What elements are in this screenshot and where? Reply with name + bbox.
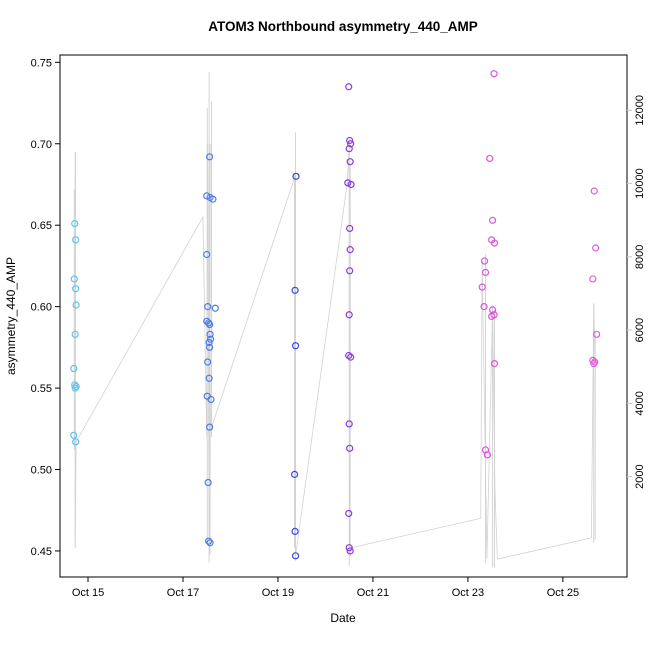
data-point <box>205 374 213 382</box>
data-point <box>204 303 212 311</box>
y-tick-label: 0.75 <box>31 57 52 69</box>
chart-title: ATOM3 Northbound asymmetry_440_AMP <box>208 19 478 34</box>
y-tick-label: 0.65 <box>31 220 52 232</box>
data-point <box>72 236 80 244</box>
data-point <box>590 187 598 195</box>
data-point <box>345 420 353 428</box>
data-point <box>589 275 597 283</box>
data-point <box>206 330 214 338</box>
right-tick-label: 4000 <box>634 391 646 415</box>
data-point <box>70 364 78 373</box>
data-point <box>345 83 353 91</box>
x-tick-label: Oct 25 <box>547 587 579 599</box>
axes-layer: Oct 15 Oct 17 Oct 19 Oct 21 Oct 23 Oct 25 0.45… <box>31 54 646 599</box>
data-point <box>204 358 212 366</box>
data-point <box>204 478 212 487</box>
data-point <box>71 219 79 228</box>
data-point <box>205 320 214 329</box>
data-point <box>70 275 78 283</box>
x-tick-label: Oct 15 <box>72 587 104 599</box>
data-point <box>345 351 353 360</box>
data-point <box>207 395 215 404</box>
y-axis-title: asymmetry_440_AMP <box>4 257 18 375</box>
points-layer <box>70 70 601 560</box>
data-point <box>71 384 79 392</box>
data-point <box>345 311 353 319</box>
data-point <box>488 312 496 321</box>
data-point <box>345 509 353 518</box>
data-point <box>291 286 299 294</box>
data-point <box>347 140 355 148</box>
data-point <box>483 451 491 459</box>
y-tick-label: 0.60 <box>31 302 52 314</box>
data-point <box>490 360 499 368</box>
right-tick-label: 12000 <box>634 95 646 126</box>
x-tick-label: Oct 23 <box>452 587 484 599</box>
y-tick-label: 0.70 <box>31 139 52 151</box>
right-tick-label: 8000 <box>634 245 646 269</box>
data-point <box>478 283 486 291</box>
x-tick-label: Oct 21 <box>357 587 389 599</box>
data-point <box>490 239 499 247</box>
data-point <box>72 285 80 293</box>
data-point <box>205 338 213 347</box>
data-point <box>345 544 353 552</box>
data-point <box>291 527 299 535</box>
data-point <box>292 172 300 180</box>
data-point <box>71 330 79 338</box>
x-axis-title: Date <box>330 611 356 625</box>
data-point <box>71 381 79 389</box>
y-tick-label: 0.55 <box>31 383 52 395</box>
error-bars-layer <box>73 72 596 568</box>
data-point <box>290 470 299 478</box>
data-point <box>205 537 213 545</box>
data-point <box>72 438 80 446</box>
data-point <box>347 353 355 361</box>
connector-line <box>74 143 596 560</box>
plot-box <box>59 54 628 578</box>
data-point <box>206 335 215 343</box>
data-point <box>346 547 354 555</box>
connector-layer <box>74 143 596 560</box>
data-point <box>346 136 354 145</box>
data-point <box>346 158 354 166</box>
data-point <box>345 145 353 153</box>
data-point <box>205 343 214 351</box>
data-point <box>203 250 211 259</box>
y-tick-label: 0.50 <box>31 465 52 477</box>
data-point <box>486 154 494 163</box>
right-tick-label: 10000 <box>634 168 646 199</box>
data-point <box>592 244 600 252</box>
data-point <box>211 304 219 312</box>
data-point <box>209 195 217 203</box>
data-point <box>347 180 355 189</box>
data-point <box>291 342 300 350</box>
data-point <box>291 552 300 560</box>
data-point <box>346 267 354 275</box>
y-tick-label: 0.45 <box>31 546 52 558</box>
data-point <box>205 423 214 431</box>
right-tick-label: 2000 <box>634 464 646 488</box>
data-point <box>490 70 498 78</box>
data-point <box>489 306 497 314</box>
data-point <box>346 444 354 452</box>
data-point <box>205 153 214 161</box>
data-point <box>480 303 488 311</box>
right-tick-label: 6000 <box>634 318 646 342</box>
data-point <box>70 431 78 439</box>
data-point <box>346 224 354 233</box>
data-point <box>590 360 598 368</box>
x-tick-label: Oct 19 <box>262 587 294 599</box>
data-point <box>489 216 497 224</box>
data-point <box>206 539 214 547</box>
data-point <box>481 268 490 277</box>
data-point <box>480 257 489 265</box>
data-point <box>346 246 354 254</box>
data-point <box>593 330 601 338</box>
data-point <box>72 301 80 309</box>
x-tick-label: Oct 17 <box>167 587 199 599</box>
data-point <box>589 356 597 364</box>
